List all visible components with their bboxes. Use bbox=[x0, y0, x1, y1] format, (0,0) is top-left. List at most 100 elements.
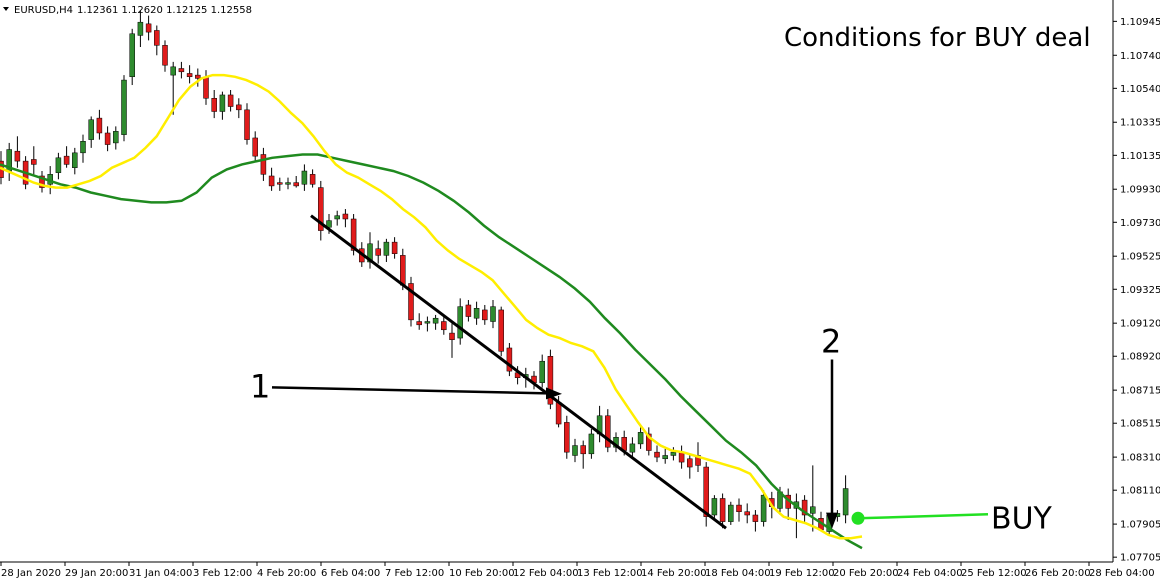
candle bbox=[482, 304, 488, 325]
candle bbox=[342, 209, 349, 228]
time-tick-label: 12 Feb 04:00 bbox=[513, 568, 579, 579]
bull-candle-body bbox=[572, 445, 578, 456]
price-tick-label: 1.09325 bbox=[1120, 285, 1160, 296]
candle bbox=[580, 440, 586, 469]
bull-candle-body bbox=[121, 79, 127, 135]
bull-candle-body bbox=[662, 455, 668, 460]
candle bbox=[162, 40, 168, 72]
ohlc-values: 1.12361 1.12620 1.12125 1.12558 bbox=[77, 5, 252, 16]
bear-candle-body bbox=[400, 255, 406, 286]
candle bbox=[801, 495, 808, 522]
candle bbox=[539, 354, 545, 388]
candle bbox=[277, 177, 283, 191]
candle bbox=[629, 437, 636, 459]
time-tick-label: 3 Feb 12:00 bbox=[193, 568, 252, 579]
bear-candle-body bbox=[195, 74, 201, 79]
bear-candle-body bbox=[31, 159, 37, 165]
time-tick-label: 18 Feb 04:00 bbox=[705, 568, 771, 579]
candle bbox=[752, 510, 759, 532]
price-tick-label: 1.10540 bbox=[1120, 84, 1160, 95]
bull-candle-body bbox=[72, 152, 78, 168]
bull-candle-body bbox=[137, 21, 144, 36]
bear-candle-body bbox=[260, 154, 267, 175]
time-tick-label: 19 Feb 12:00 bbox=[769, 568, 835, 579]
moving-averages-layer bbox=[0, 73, 863, 550]
candle bbox=[842, 475, 849, 524]
bear-candle-body bbox=[564, 422, 570, 453]
bear-candle-body bbox=[236, 104, 242, 111]
time-tick-label: 25 Feb 12:00 bbox=[961, 568, 1027, 579]
candle bbox=[129, 28, 135, 86]
bull-candle-body bbox=[80, 141, 86, 154]
candle bbox=[244, 103, 250, 145]
candle bbox=[104, 126, 111, 152]
bear-candle-body bbox=[154, 30, 160, 46]
candle bbox=[195, 68, 201, 87]
candle bbox=[572, 438, 578, 463]
candle bbox=[408, 276, 414, 327]
bear-candle-body bbox=[145, 23, 152, 33]
bear-candle-body bbox=[498, 309, 504, 352]
bear-candle-body bbox=[391, 241, 398, 254]
bull-candle-body bbox=[810, 506, 816, 514]
candle bbox=[236, 98, 242, 119]
bull-candle-body bbox=[842, 488, 849, 516]
price-tick-label: 1.08920 bbox=[1120, 352, 1160, 363]
candle bbox=[260, 147, 267, 181]
candle bbox=[588, 429, 595, 459]
candle bbox=[711, 495, 718, 520]
price-tick-label: 1.08310 bbox=[1120, 453, 1160, 464]
fast-moving-average-line bbox=[0, 73, 863, 540]
price-tick-label: 1.09730 bbox=[1120, 218, 1160, 229]
candle bbox=[31, 146, 37, 175]
bear-candle-body bbox=[203, 76, 209, 99]
time-tick-label: 31 Jan 04:00 bbox=[129, 568, 192, 579]
symbol-timeframe: EURUSD,H4 bbox=[14, 5, 73, 16]
time-tick-label: 26 Feb 20:00 bbox=[1025, 568, 1091, 579]
bull-candle-body bbox=[88, 119, 94, 140]
arrow-1-head-icon bbox=[546, 387, 562, 400]
candle bbox=[293, 175, 299, 188]
annotation-label-2: 2 bbox=[821, 323, 841, 361]
bear-candle-body bbox=[277, 182, 283, 185]
price-tick-label: 1.10945 bbox=[1120, 17, 1160, 28]
candle bbox=[383, 238, 390, 262]
price-axis[interactable]: 1.10945 1.10740 1.10540 1.10335 1.10135 1.099… bbox=[1113, 17, 1160, 564]
bear-candle-body bbox=[350, 218, 357, 251]
bear-candle-body bbox=[482, 309, 488, 321]
bear-candle-body bbox=[227, 94, 234, 107]
arrow-2-head-icon bbox=[826, 512, 838, 529]
candle bbox=[14, 136, 21, 168]
time-tick-label: 4 Feb 20:00 bbox=[257, 568, 316, 579]
candle bbox=[416, 313, 422, 330]
candle bbox=[96, 109, 103, 140]
bear-candle-body bbox=[547, 355, 554, 405]
bull-candle-body bbox=[285, 182, 291, 185]
time-tick-label: 28 Feb 04:00 bbox=[1089, 568, 1155, 579]
bear-candle-body bbox=[178, 68, 185, 73]
time-axis[interactable]: 28 Jan 2020 29 Jan 20:00 31 Jan 04:00 3 Feb… bbox=[0, 562, 1155, 579]
bear-candle-body bbox=[646, 433, 652, 451]
candle bbox=[80, 134, 86, 163]
bear-candle-body bbox=[555, 402, 562, 425]
candle bbox=[760, 490, 767, 527]
candle bbox=[662, 448, 668, 464]
price-tick-label: 1.10740 bbox=[1120, 51, 1160, 62]
price-tick-label: 1.08715 bbox=[1120, 386, 1160, 397]
candle bbox=[490, 300, 496, 329]
bull-candle-body bbox=[432, 317, 439, 324]
bull-candle-body bbox=[129, 33, 135, 78]
price-tick-label: 1.07905 bbox=[1120, 520, 1160, 531]
candle bbox=[63, 146, 70, 168]
bear-candle-body bbox=[104, 132, 111, 145]
candle bbox=[145, 15, 152, 41]
bull-candle-body bbox=[670, 451, 677, 456]
candle bbox=[744, 503, 750, 524]
candle bbox=[637, 425, 644, 449]
dropdown-triangle-icon[interactable] bbox=[3, 7, 9, 11]
bull-candle-body bbox=[113, 131, 119, 144]
bear-candle-body bbox=[580, 445, 586, 455]
bear-candle-body bbox=[186, 73, 193, 78]
